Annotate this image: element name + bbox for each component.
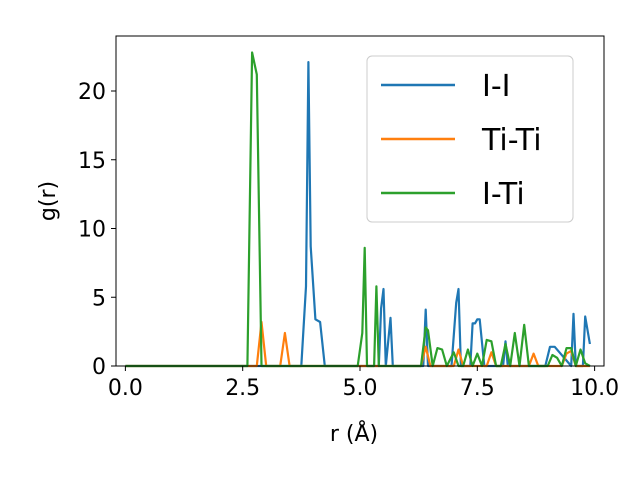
y-tick-label: 5 bbox=[92, 286, 106, 311]
series-line-0 bbox=[125, 60, 591, 368]
legend-label-2: I-Ti bbox=[482, 177, 525, 212]
x-axis-label: r (Å) bbox=[330, 420, 378, 447]
x-tick-label: 10.0 bbox=[570, 376, 619, 401]
y-tick-label: 15 bbox=[78, 149, 106, 174]
y-axis-label: g(r) bbox=[36, 181, 61, 221]
y-tick-label: 20 bbox=[78, 80, 106, 105]
legend-label-0: I-I bbox=[482, 69, 511, 104]
legend-box bbox=[366, 55, 574, 223]
y-axis-ticks: 0 5 10 15 20 bbox=[78, 80, 116, 380]
x-tick-label: 5.0 bbox=[343, 376, 378, 401]
x-tick-label: 7.5 bbox=[460, 376, 495, 401]
legend: I-I Ti-Ti I-Ti bbox=[366, 55, 574, 223]
x-axis-ticks: 0.0 2.5 5.0 7.5 10.0 bbox=[108, 366, 619, 401]
y-tick-label: 10 bbox=[78, 218, 106, 243]
x-tick-label: 2.5 bbox=[225, 376, 260, 401]
y-tick-label: 0 bbox=[92, 355, 106, 380]
legend-label-1: Ti-Ti bbox=[481, 123, 542, 158]
x-tick-label: 0.0 bbox=[108, 376, 143, 401]
